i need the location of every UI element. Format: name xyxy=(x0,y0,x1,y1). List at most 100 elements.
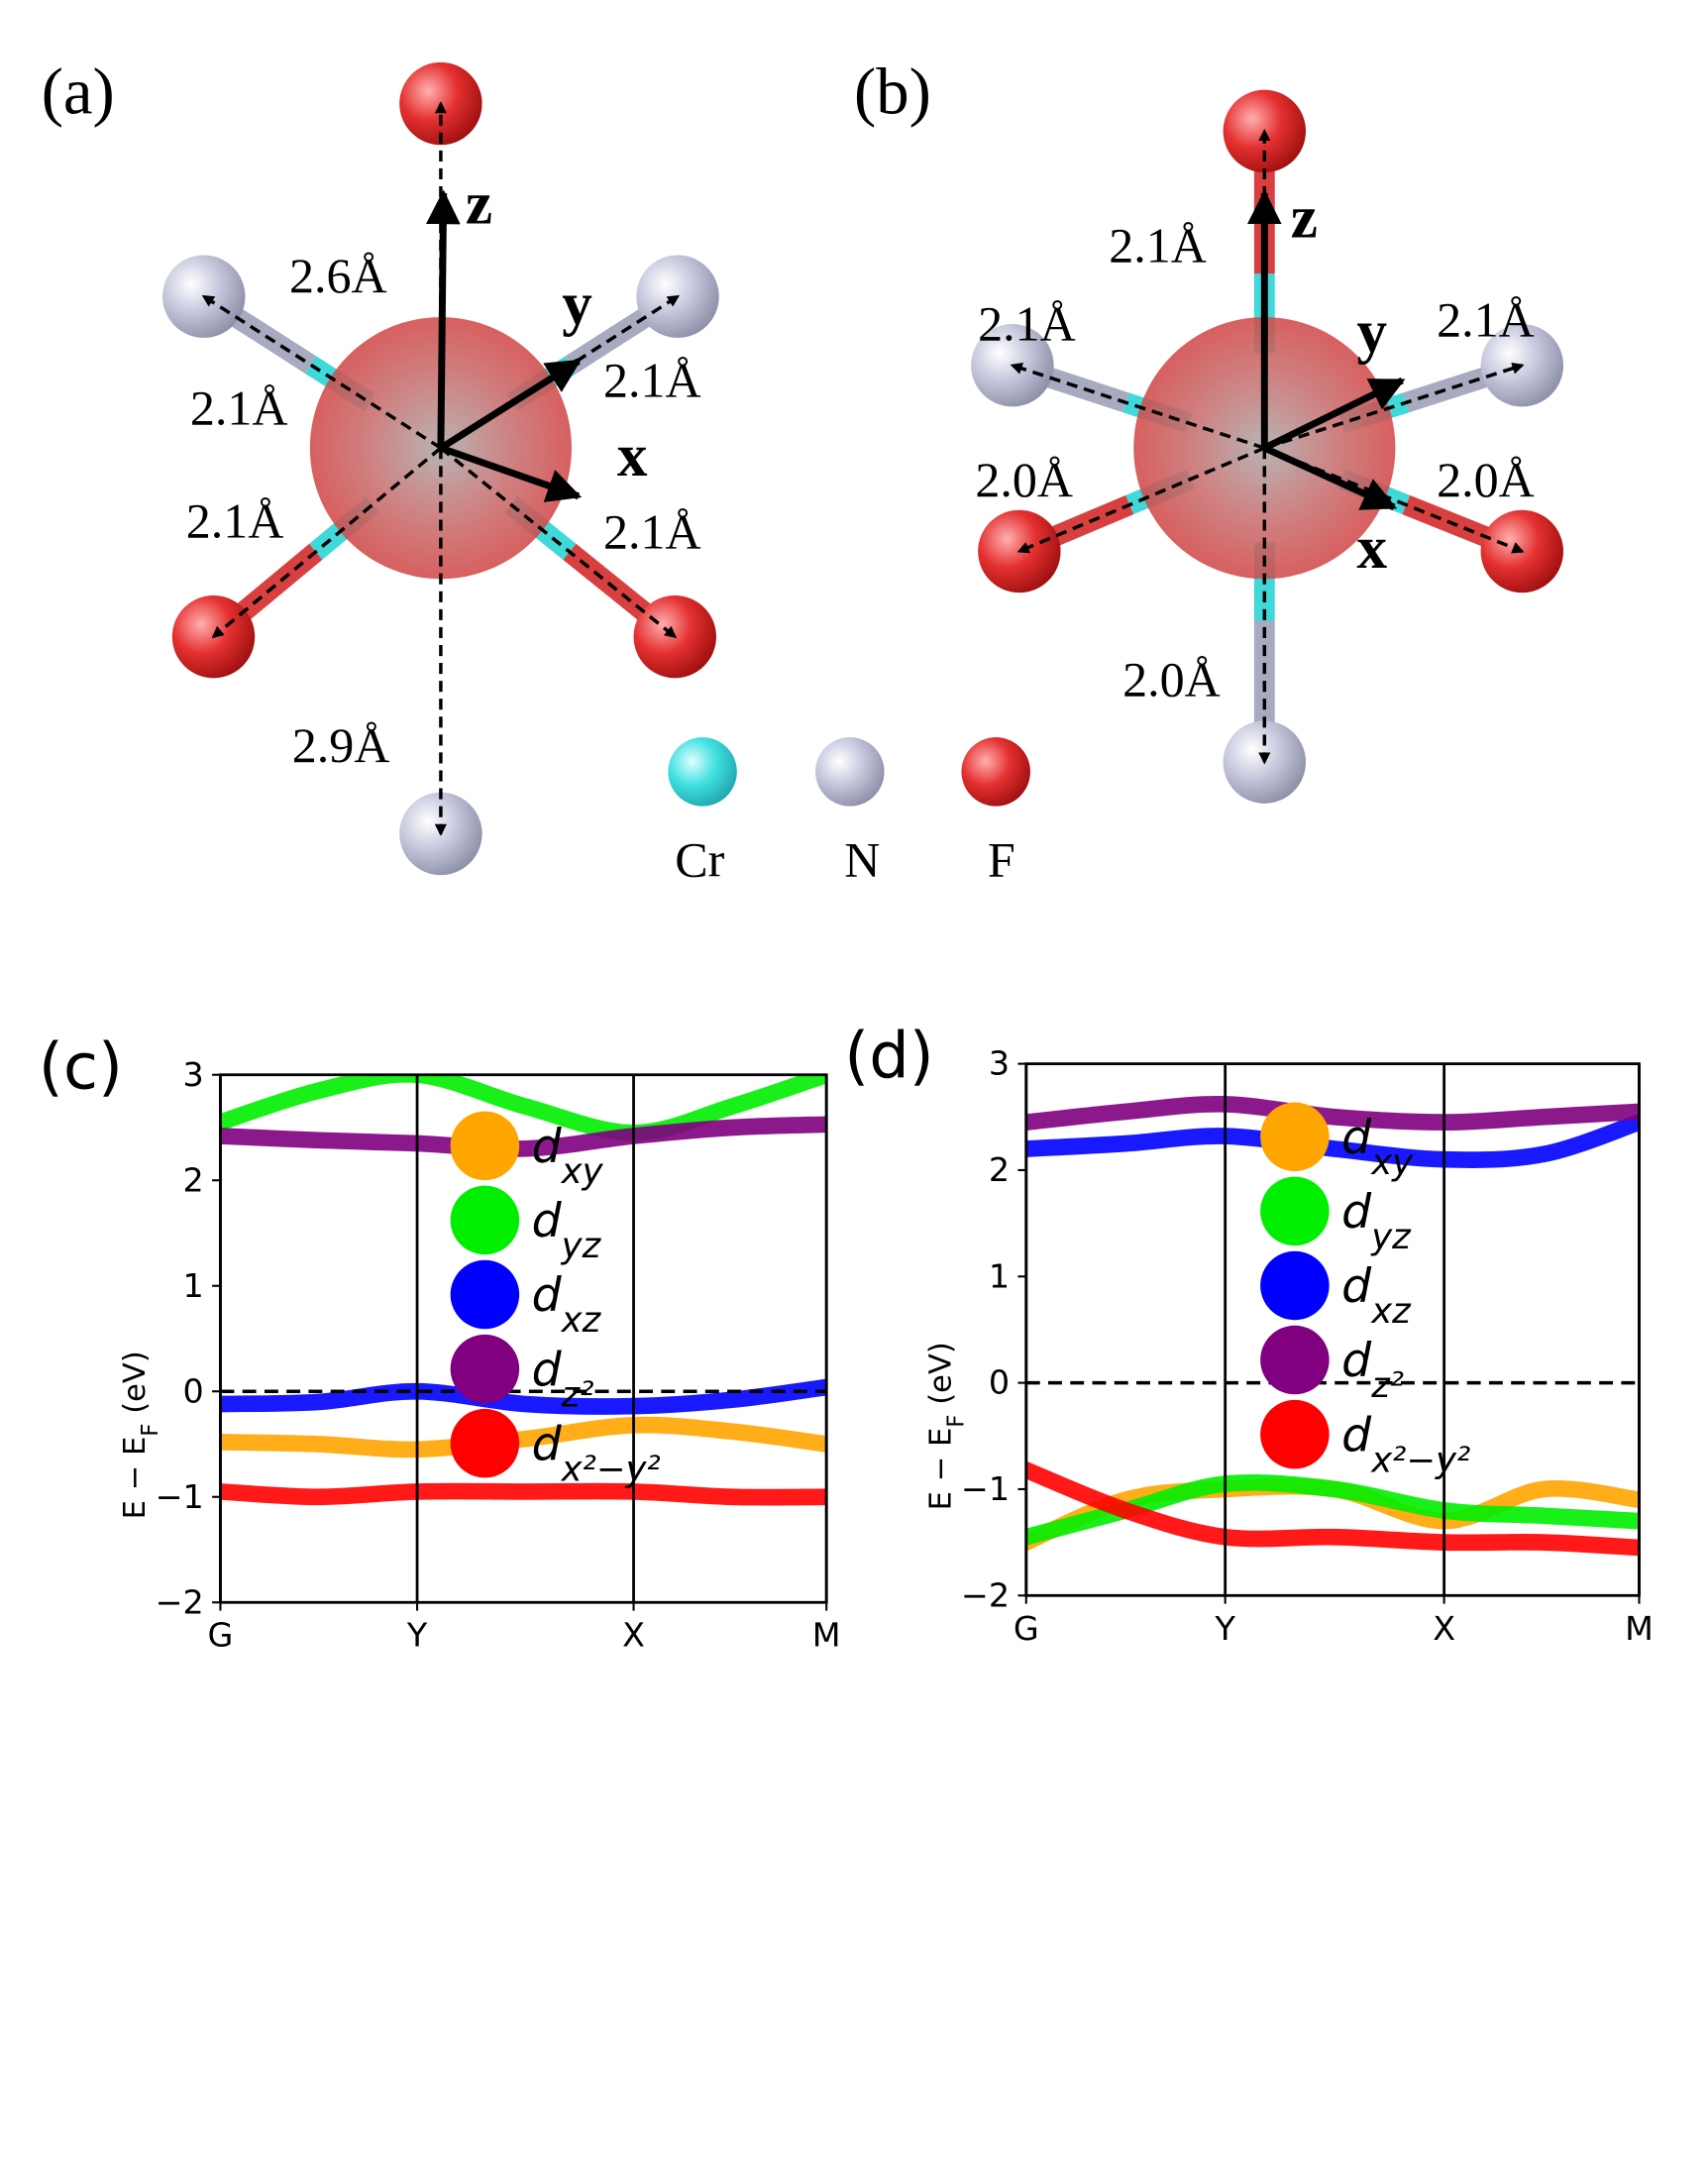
atom xyxy=(978,509,1061,594)
y-axis-label: E − EF (eV) xyxy=(118,1351,163,1519)
legend-swatch xyxy=(450,1408,520,1478)
x-tick-label: Y xyxy=(406,1616,428,1655)
panel-label: (d) xyxy=(844,1021,933,1094)
legend-label: dxy xyxy=(1341,1111,1414,1183)
bond-length: 2.9Å xyxy=(292,717,390,773)
axis-label: z xyxy=(1291,183,1318,251)
element-label: Cr xyxy=(675,832,724,888)
band-chart: (d) G Y X M −2 −1 0 1 2 3 E − EF (eV) dxydyzdxzdz²dx… xyxy=(844,1021,1654,1648)
distance-arrow xyxy=(439,294,681,450)
band xyxy=(1025,1461,1640,1557)
x-tick-label: X xyxy=(1433,1609,1455,1648)
y-tick-label: 0 xyxy=(183,1371,204,1410)
band xyxy=(220,1378,827,1415)
band xyxy=(1025,1095,1640,1131)
band xyxy=(1025,1114,1640,1168)
y-tick-label: 1 xyxy=(989,1256,1010,1295)
legend-swatch xyxy=(1260,1176,1330,1246)
y-tick-label: 3 xyxy=(989,1044,1010,1083)
axis-arrow xyxy=(1262,444,1398,511)
distance-arrow xyxy=(1010,362,1265,450)
y-tick-label: 0 xyxy=(989,1363,1010,1402)
bond-length: 2.1Å xyxy=(978,296,1076,352)
y-axis-label: E − EF (eV) xyxy=(923,1342,969,1510)
axis-label: x xyxy=(1356,514,1387,582)
bond-length: 2.1Å xyxy=(186,493,284,549)
panel-label: (a) xyxy=(42,55,115,128)
legend-swatch xyxy=(1260,1102,1330,1172)
legend-swatch xyxy=(1260,1399,1330,1469)
legend-label: dxy xyxy=(532,1120,604,1192)
y-tick-label: −2 xyxy=(961,1575,1010,1614)
band xyxy=(220,1416,827,1459)
plot-frame xyxy=(219,1073,828,1604)
axis-label: x xyxy=(617,422,648,489)
bond-length: 2.0Å xyxy=(1122,651,1221,706)
axis-arrow xyxy=(1262,377,1406,452)
axis-arrow xyxy=(439,444,583,502)
element-label: F xyxy=(988,832,1015,888)
band xyxy=(220,1482,827,1506)
y-tick-label: 2 xyxy=(989,1150,1010,1189)
legend-label: dxz xyxy=(1341,1259,1412,1331)
panel-label: (b) xyxy=(854,55,931,128)
atom xyxy=(636,255,719,338)
axis-label: y xyxy=(1356,298,1387,366)
x-tick-label: X xyxy=(622,1616,645,1655)
legend-label: dyz xyxy=(532,1194,602,1265)
legend-swatch xyxy=(1260,1250,1330,1321)
x-tick-label: M xyxy=(812,1616,841,1655)
x-tick-label: Y xyxy=(1214,1609,1235,1648)
element-label: N xyxy=(844,832,880,888)
legend-label: dx²−y² xyxy=(532,1417,661,1489)
panel-label: (c) xyxy=(39,1031,123,1105)
bond-length: 2.1Å xyxy=(1109,217,1207,272)
y-tick-label: 3 xyxy=(183,1055,204,1094)
distance-arrow xyxy=(439,446,678,639)
band xyxy=(220,1074,827,1141)
legend-label: dyz xyxy=(1341,1185,1412,1257)
plot-area xyxy=(1025,1095,1640,1557)
legend-swatch xyxy=(450,1185,520,1255)
bond-length: 2.1Å xyxy=(603,504,701,560)
legend-label: dx²−y² xyxy=(1341,1408,1470,1479)
y-tick-label: −1 xyxy=(961,1469,1010,1508)
element-swatch xyxy=(961,737,1030,807)
x-tick-label: G xyxy=(208,1616,234,1655)
y-tick-label: 2 xyxy=(183,1160,204,1199)
axis-arrow xyxy=(425,189,461,449)
distance-arrow xyxy=(211,446,443,639)
x-tick-label: M xyxy=(1625,1609,1654,1648)
legend-swatch xyxy=(1260,1325,1330,1395)
structure-labels: (a) z y x 2.6Å 2.1Å 2.1Å 2.1Å 2.1Å 2.9Å … xyxy=(42,55,1535,887)
y-tick-label: −2 xyxy=(156,1582,204,1621)
legend-swatch xyxy=(450,1334,520,1404)
y-tick-label: 1 xyxy=(183,1266,204,1305)
bond-length: 2.1Å xyxy=(603,353,701,408)
bond-length: 2.1Å xyxy=(190,380,288,436)
band-chart: (c) G Y X M −2 −1 0 1 2 3 E − EF (eV) dxydyzdxzdz²dx… xyxy=(39,1031,841,1655)
x-tick-label: G xyxy=(1014,1609,1039,1648)
distance-arrow xyxy=(1016,446,1265,554)
legend-label: dxz xyxy=(532,1268,602,1341)
bond-length: 2.1Å xyxy=(1437,292,1535,348)
bond-length: 2.0Å xyxy=(975,452,1073,507)
legend-swatch xyxy=(450,1259,520,1330)
bond-length: 2.0Å xyxy=(1437,452,1535,507)
plot-frame xyxy=(1024,1062,1641,1597)
legend-label: dz² xyxy=(1341,1334,1404,1406)
axis-label: z xyxy=(466,170,492,238)
structures xyxy=(162,61,1564,876)
element-swatch xyxy=(668,737,737,807)
bond-length: 2.6Å xyxy=(289,248,387,303)
axis-arrow xyxy=(439,358,582,452)
plot-area xyxy=(220,1074,827,1506)
legend-label: dz² xyxy=(532,1343,594,1415)
y-tick-label: −1 xyxy=(156,1477,204,1516)
element-swatch xyxy=(815,737,885,807)
legend-swatch xyxy=(450,1111,520,1181)
distance-arrow xyxy=(201,294,442,450)
band xyxy=(220,1116,827,1157)
